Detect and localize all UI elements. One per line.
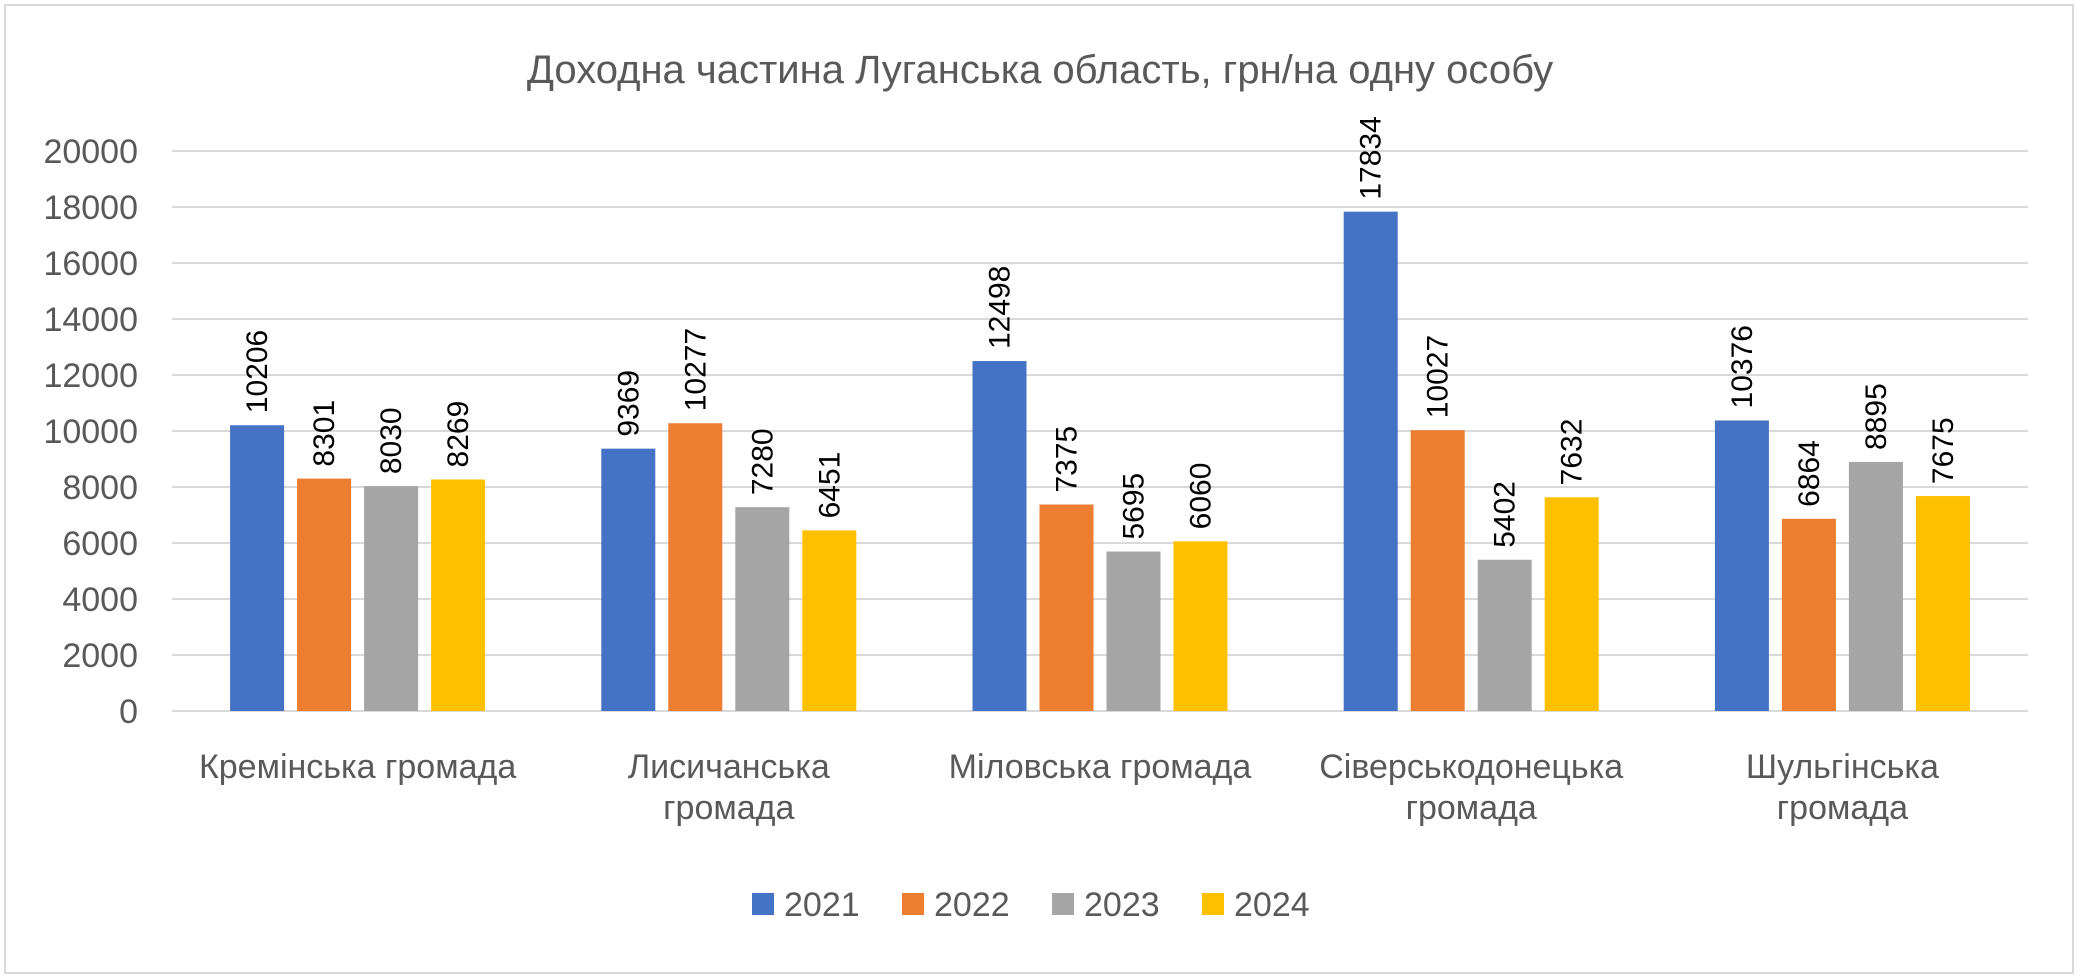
y-tick-label: 6000 <box>62 525 138 563</box>
y-tick-label: 2000 <box>62 637 138 675</box>
data-label: 5402 <box>1489 481 1522 548</box>
data-label: 7675 <box>1927 417 1960 484</box>
y-tick-label: 4000 <box>62 581 138 619</box>
data-label: 6864 <box>1793 440 1826 507</box>
bar-2023 <box>735 507 790 711</box>
legend-swatch-2021 <box>752 893 774 915</box>
bar-2021 <box>1343 211 1398 711</box>
legend: 2021 2022 2023 2024 <box>752 886 1310 924</box>
y-tick-label: 16000 <box>43 245 138 283</box>
data-label: 12498 <box>984 266 1017 349</box>
data-label: 7375 <box>1051 426 1084 493</box>
x-axis-categories: Кремінська громада ЛисичанськагромадаМіло… <box>199 748 1939 827</box>
bar-2022 <box>297 478 352 711</box>
data-label: 8301 <box>308 400 341 467</box>
data-label: 8895 <box>1860 383 1893 450</box>
legend-swatch-2022 <box>902 893 924 915</box>
data-label: 7280 <box>746 428 779 495</box>
chart-title: Доходна частина Луганська область, грн/н… <box>527 48 1553 92</box>
y-tick-label: 18000 <box>43 189 138 227</box>
bar-2021 <box>972 361 1027 711</box>
legend-label: 2022 <box>934 886 1010 924</box>
data-label: 6451 <box>813 452 846 519</box>
legend-label: 2024 <box>1234 886 1310 924</box>
x-category-label: Шульгінська <box>1746 748 1939 786</box>
x-category-label: Міловська громада <box>949 748 1252 786</box>
bar-2021 <box>1714 420 1769 711</box>
y-tick-label: 14000 <box>43 301 138 339</box>
data-label: 6060 <box>1185 463 1218 530</box>
x-category-label: громада <box>663 789 794 827</box>
legend-label: 2023 <box>1084 886 1160 924</box>
bar-2023 <box>364 486 419 711</box>
bar-2021 <box>230 425 285 711</box>
data-labels: 10206 8301 8030 8269 9369 10277 7280 6451 12498 7… <box>241 116 1960 548</box>
y-tick-label: 10000 <box>43 413 138 451</box>
x-category-label: громада <box>1777 789 1908 827</box>
bar-2024 <box>1544 497 1599 711</box>
bar-2022 <box>1781 518 1836 711</box>
x-category-label: громада <box>1406 789 1537 827</box>
x-category-label: Лисичанська <box>628 748 830 786</box>
x-category-label: Кремінська громада <box>199 748 516 786</box>
legend-label: 2021 <box>784 886 860 924</box>
data-label: 10277 <box>679 328 712 411</box>
y-tick-label: 8000 <box>62 469 138 507</box>
data-label: 8269 <box>442 401 475 468</box>
y-tick-label: 0 <box>119 693 138 731</box>
bar-2022 <box>1410 430 1465 711</box>
data-label: 10376 <box>1726 325 1759 408</box>
bar-2024 <box>1915 496 1970 711</box>
bar-2023 <box>1848 461 1903 711</box>
bar-2023 <box>1106 551 1161 711</box>
bar-2021 <box>601 448 656 711</box>
x-category-label: Сіверськодонецька <box>1319 748 1623 786</box>
bar-2024 <box>1173 541 1228 711</box>
bar-2024 <box>802 530 857 711</box>
data-label: 10027 <box>1422 335 1455 418</box>
legend-swatch-2024 <box>1202 893 1224 915</box>
y-tick-label: 12000 <box>43 357 138 395</box>
y-tick-label: 20000 <box>43 133 138 171</box>
bar-2022 <box>1039 504 1094 711</box>
data-label: 9369 <box>612 370 645 437</box>
bars <box>230 211 1970 711</box>
bar-2023 <box>1477 559 1532 711</box>
data-label: 10206 <box>241 330 274 413</box>
data-label: 8030 <box>375 407 408 474</box>
bar-2024 <box>431 479 486 711</box>
bar-2022 <box>668 423 723 711</box>
data-label: 5695 <box>1118 473 1151 540</box>
data-label: 17834 <box>1355 116 1388 199</box>
y-axis-ticks: 0 2000 4000 6000 8000 10000 12000 14000 16000 180… <box>43 133 138 731</box>
legend-swatch-2023 <box>1052 893 1074 915</box>
data-label: 7632 <box>1556 419 1589 486</box>
